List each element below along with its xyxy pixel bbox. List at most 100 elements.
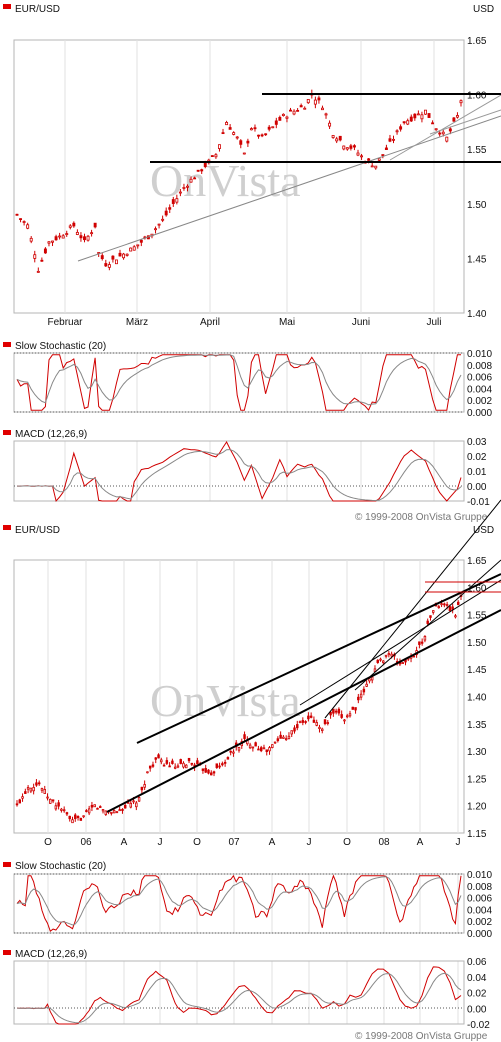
candle — [93, 222, 97, 228]
y-tick-label: 1.40 — [467, 693, 487, 704]
candle — [276, 738, 280, 742]
candle — [148, 765, 152, 769]
candle — [382, 660, 385, 663]
x-tick-label: Mai — [279, 317, 295, 328]
candle — [309, 715, 313, 718]
x-tick-label: Februar — [47, 317, 83, 328]
y-tick-label: 1.65 — [467, 556, 487, 567]
candle — [136, 244, 140, 247]
candle — [104, 810, 108, 815]
chart-2-watermark: OnVista — [150, 675, 301, 726]
candle — [438, 132, 442, 135]
chart-2-plot-frame — [13, 559, 465, 834]
candle — [349, 145, 353, 149]
candle — [85, 810, 88, 812]
candle — [24, 791, 27, 794]
candle — [313, 99, 317, 105]
candle — [187, 757, 191, 762]
chart-1-macd-ticks: 0.03 0.02 0.01 0.00 -0.01 — [467, 437, 490, 508]
candle — [409, 116, 413, 122]
candle — [140, 786, 144, 791]
x-tick-label: A — [121, 837, 128, 848]
candle — [18, 799, 22, 804]
candle — [337, 708, 341, 714]
candle — [40, 259, 44, 262]
candle — [210, 155, 214, 157]
candle — [74, 814, 77, 820]
chart-1-plot-frame — [13, 39, 465, 314]
candle — [228, 127, 232, 130]
indicator-tick-label: 0.010 — [467, 349, 492, 360]
y-tick-label: 1.50 — [467, 638, 487, 649]
candle — [259, 747, 263, 752]
chart-2-macd-ticks: 0.06 0.04 0.02 0.00 -0.02 — [467, 957, 490, 1031]
chart-2-trendlines — [106, 499, 501, 813]
candle — [362, 688, 366, 693]
candle — [178, 191, 182, 194]
candle — [420, 641, 424, 644]
candle — [451, 606, 454, 610]
candle — [416, 113, 420, 116]
chart-2-macd-frame — [13, 960, 465, 1025]
candle — [135, 802, 138, 808]
candle — [154, 757, 157, 760]
candle — [93, 804, 96, 808]
x-tick-label: O — [44, 837, 52, 848]
y-tick-label: 1.60 — [467, 583, 487, 594]
indicator-tick-label: -0.02 — [467, 1020, 490, 1031]
legend-swatch — [3, 430, 11, 435]
stoch-line-d — [16, 354, 462, 406]
indicator-tick-label: 0.02 — [467, 989, 487, 1000]
indicator-tick-label: 0.000 — [467, 929, 492, 940]
candle — [455, 115, 459, 118]
candle — [90, 804, 94, 808]
x-tick-label: O — [343, 837, 351, 848]
candle — [114, 259, 118, 265]
indicator-tick-label: -0.01 — [467, 497, 490, 508]
candle — [271, 126, 275, 129]
indicator-tick-label: 0.000 — [467, 408, 492, 419]
indicator-tick-label: 0.03 — [467, 437, 487, 448]
candle — [348, 713, 352, 717]
candle — [359, 693, 363, 698]
candle — [79, 817, 83, 821]
candle — [384, 147, 388, 150]
candle — [161, 218, 165, 221]
legend-swatch — [3, 525, 11, 530]
candle — [249, 128, 253, 131]
candle — [321, 728, 324, 731]
candle — [118, 252, 122, 257]
candle — [289, 109, 292, 112]
candle — [83, 236, 86, 241]
candle — [423, 636, 427, 641]
candle — [26, 224, 30, 229]
macd-signal-line — [17, 449, 462, 502]
candle — [431, 122, 435, 125]
candle — [110, 811, 113, 814]
candle — [326, 722, 330, 724]
candle — [290, 730, 293, 735]
candle — [267, 126, 271, 130]
candle — [125, 253, 129, 256]
x-tick-label: J — [456, 837, 461, 848]
chart-2-title: EUR/USD — [15, 525, 60, 536]
candle — [232, 132, 236, 135]
candle — [370, 676, 374, 681]
candle — [418, 641, 421, 645]
candle — [101, 809, 105, 812]
candle — [60, 808, 63, 811]
candle — [235, 136, 239, 139]
candle — [207, 769, 210, 774]
y-tick-label: 1.20 — [467, 802, 487, 813]
candle — [323, 719, 327, 725]
candle — [351, 706, 355, 710]
y-tick-label: 1.30 — [467, 747, 487, 758]
candle — [331, 135, 335, 138]
candle — [61, 235, 65, 239]
candle — [210, 772, 213, 776]
candle — [287, 735, 291, 739]
y-tick-label: 1.60 — [467, 91, 487, 102]
candle — [15, 213, 19, 216]
candle — [334, 710, 338, 713]
